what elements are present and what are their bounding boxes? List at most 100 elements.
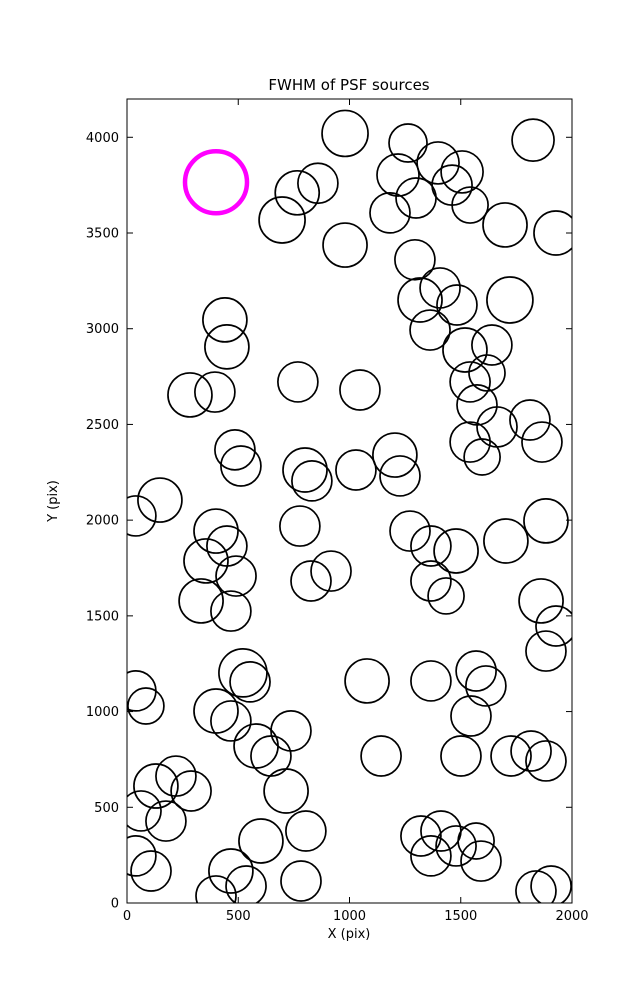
y-tick-label: 0 bbox=[111, 897, 119, 912]
psf-circle bbox=[291, 460, 333, 502]
psf-circle bbox=[410, 560, 452, 602]
psf-circle bbox=[372, 432, 418, 478]
y-axis-label: Y (pix) bbox=[46, 480, 61, 523]
psf-circle bbox=[457, 822, 495, 860]
psf-circle bbox=[263, 768, 309, 814]
x-tick-label: 500 bbox=[226, 909, 251, 924]
psf-circle bbox=[127, 790, 162, 832]
psf-circle bbox=[451, 186, 489, 224]
psf-circle bbox=[360, 735, 402, 777]
psf-circle bbox=[310, 550, 352, 592]
psf-circle bbox=[486, 276, 534, 324]
psf-circle bbox=[530, 865, 572, 903]
psf-circle bbox=[463, 438, 501, 476]
x-tick-label: 1500 bbox=[444, 909, 477, 924]
y-tick-label: 2000 bbox=[86, 514, 119, 529]
psf-circle bbox=[410, 835, 452, 877]
psf-circle bbox=[130, 850, 172, 892]
psf-circle bbox=[215, 555, 257, 597]
psf-circle bbox=[145, 800, 187, 842]
psf-circle bbox=[297, 162, 339, 205]
psf-circle bbox=[468, 354, 506, 392]
psf-circle bbox=[379, 455, 421, 497]
psf-circle bbox=[521, 421, 563, 463]
psf-circle bbox=[133, 763, 179, 809]
psf-circle bbox=[277, 361, 319, 403]
psf-circle bbox=[490, 735, 532, 777]
psf-circle bbox=[280, 860, 322, 902]
psf-circle bbox=[449, 421, 491, 463]
psf-circle bbox=[509, 399, 551, 441]
psf-circle bbox=[427, 577, 465, 615]
psf-circle bbox=[204, 324, 250, 370]
psf-circle bbox=[440, 150, 484, 194]
psf-circle bbox=[460, 840, 502, 882]
psf-circle bbox=[282, 447, 328, 493]
psf-circle bbox=[137, 477, 183, 523]
psf-circle bbox=[483, 518, 529, 564]
psf-circle bbox=[167, 372, 213, 418]
psf-circle bbox=[400, 815, 442, 857]
psf-circle bbox=[214, 429, 256, 471]
psf-circle bbox=[193, 688, 239, 734]
psf-circle bbox=[344, 658, 390, 704]
y-tick-label: 2500 bbox=[86, 418, 119, 433]
psf-circle bbox=[397, 277, 443, 323]
psf-circle bbox=[535, 605, 572, 647]
psf-circle bbox=[455, 650, 497, 692]
y-tick-label: 4000 bbox=[86, 131, 119, 146]
psf-circle bbox=[376, 153, 420, 197]
psf-circle bbox=[389, 510, 431, 552]
psf-circle bbox=[279, 505, 321, 547]
psf-circle bbox=[410, 660, 452, 702]
psf-circle bbox=[465, 665, 507, 707]
psf-circle bbox=[258, 196, 306, 244]
psf-circle bbox=[482, 202, 528, 248]
psf-circle bbox=[233, 723, 279, 769]
psf-circle bbox=[206, 525, 248, 567]
psf-circle bbox=[210, 700, 252, 742]
y-tick-label: 500 bbox=[94, 801, 119, 816]
psf-circle bbox=[210, 590, 252, 632]
psf-circle bbox=[202, 297, 248, 343]
psf-circle bbox=[218, 648, 268, 698]
psf-circle bbox=[195, 875, 237, 903]
psf-circle bbox=[127, 687, 165, 725]
psf-circle bbox=[322, 222, 368, 268]
psf-circle bbox=[533, 210, 572, 256]
psf-circle bbox=[178, 578, 224, 624]
psf-circle bbox=[238, 818, 284, 864]
psf-circle bbox=[471, 324, 513, 366]
psf-circle bbox=[523, 498, 569, 544]
psf-circle bbox=[225, 865, 267, 903]
x-tick-label: 2000 bbox=[555, 909, 588, 924]
psf-circle bbox=[369, 192, 411, 234]
psf-circle bbox=[419, 267, 461, 309]
plot-content bbox=[127, 109, 572, 903]
psf-circle bbox=[442, 327, 488, 373]
psf-circle bbox=[431, 164, 473, 206]
psf-circle bbox=[339, 369, 381, 411]
psf-circle bbox=[456, 384, 498, 426]
psf-circle bbox=[388, 123, 428, 163]
highlighted-psf-circle bbox=[182, 149, 250, 216]
psf-circle bbox=[395, 177, 437, 219]
y-tick-label: 1500 bbox=[86, 609, 119, 624]
axes-frame bbox=[126, 98, 573, 904]
psf-circle bbox=[229, 661, 271, 703]
psf-circle bbox=[409, 309, 451, 351]
x-tick-label: 1000 bbox=[333, 909, 366, 924]
psf-circle bbox=[435, 825, 477, 867]
psf-circle bbox=[394, 238, 436, 281]
psf-circle bbox=[285, 810, 327, 852]
psf-circle bbox=[170, 770, 212, 812]
axis-ticks: 0 500 1000 1500 2000 0 500 1000 1500 2000 2500 3000… bbox=[86, 99, 589, 924]
psf-circle bbox=[515, 870, 557, 903]
psf-circle bbox=[270, 710, 312, 752]
x-axis-label: X (pix) bbox=[328, 927, 371, 942]
psf-circle bbox=[511, 118, 555, 163]
psf-circle bbox=[250, 735, 292, 777]
psf-circle bbox=[440, 735, 482, 777]
